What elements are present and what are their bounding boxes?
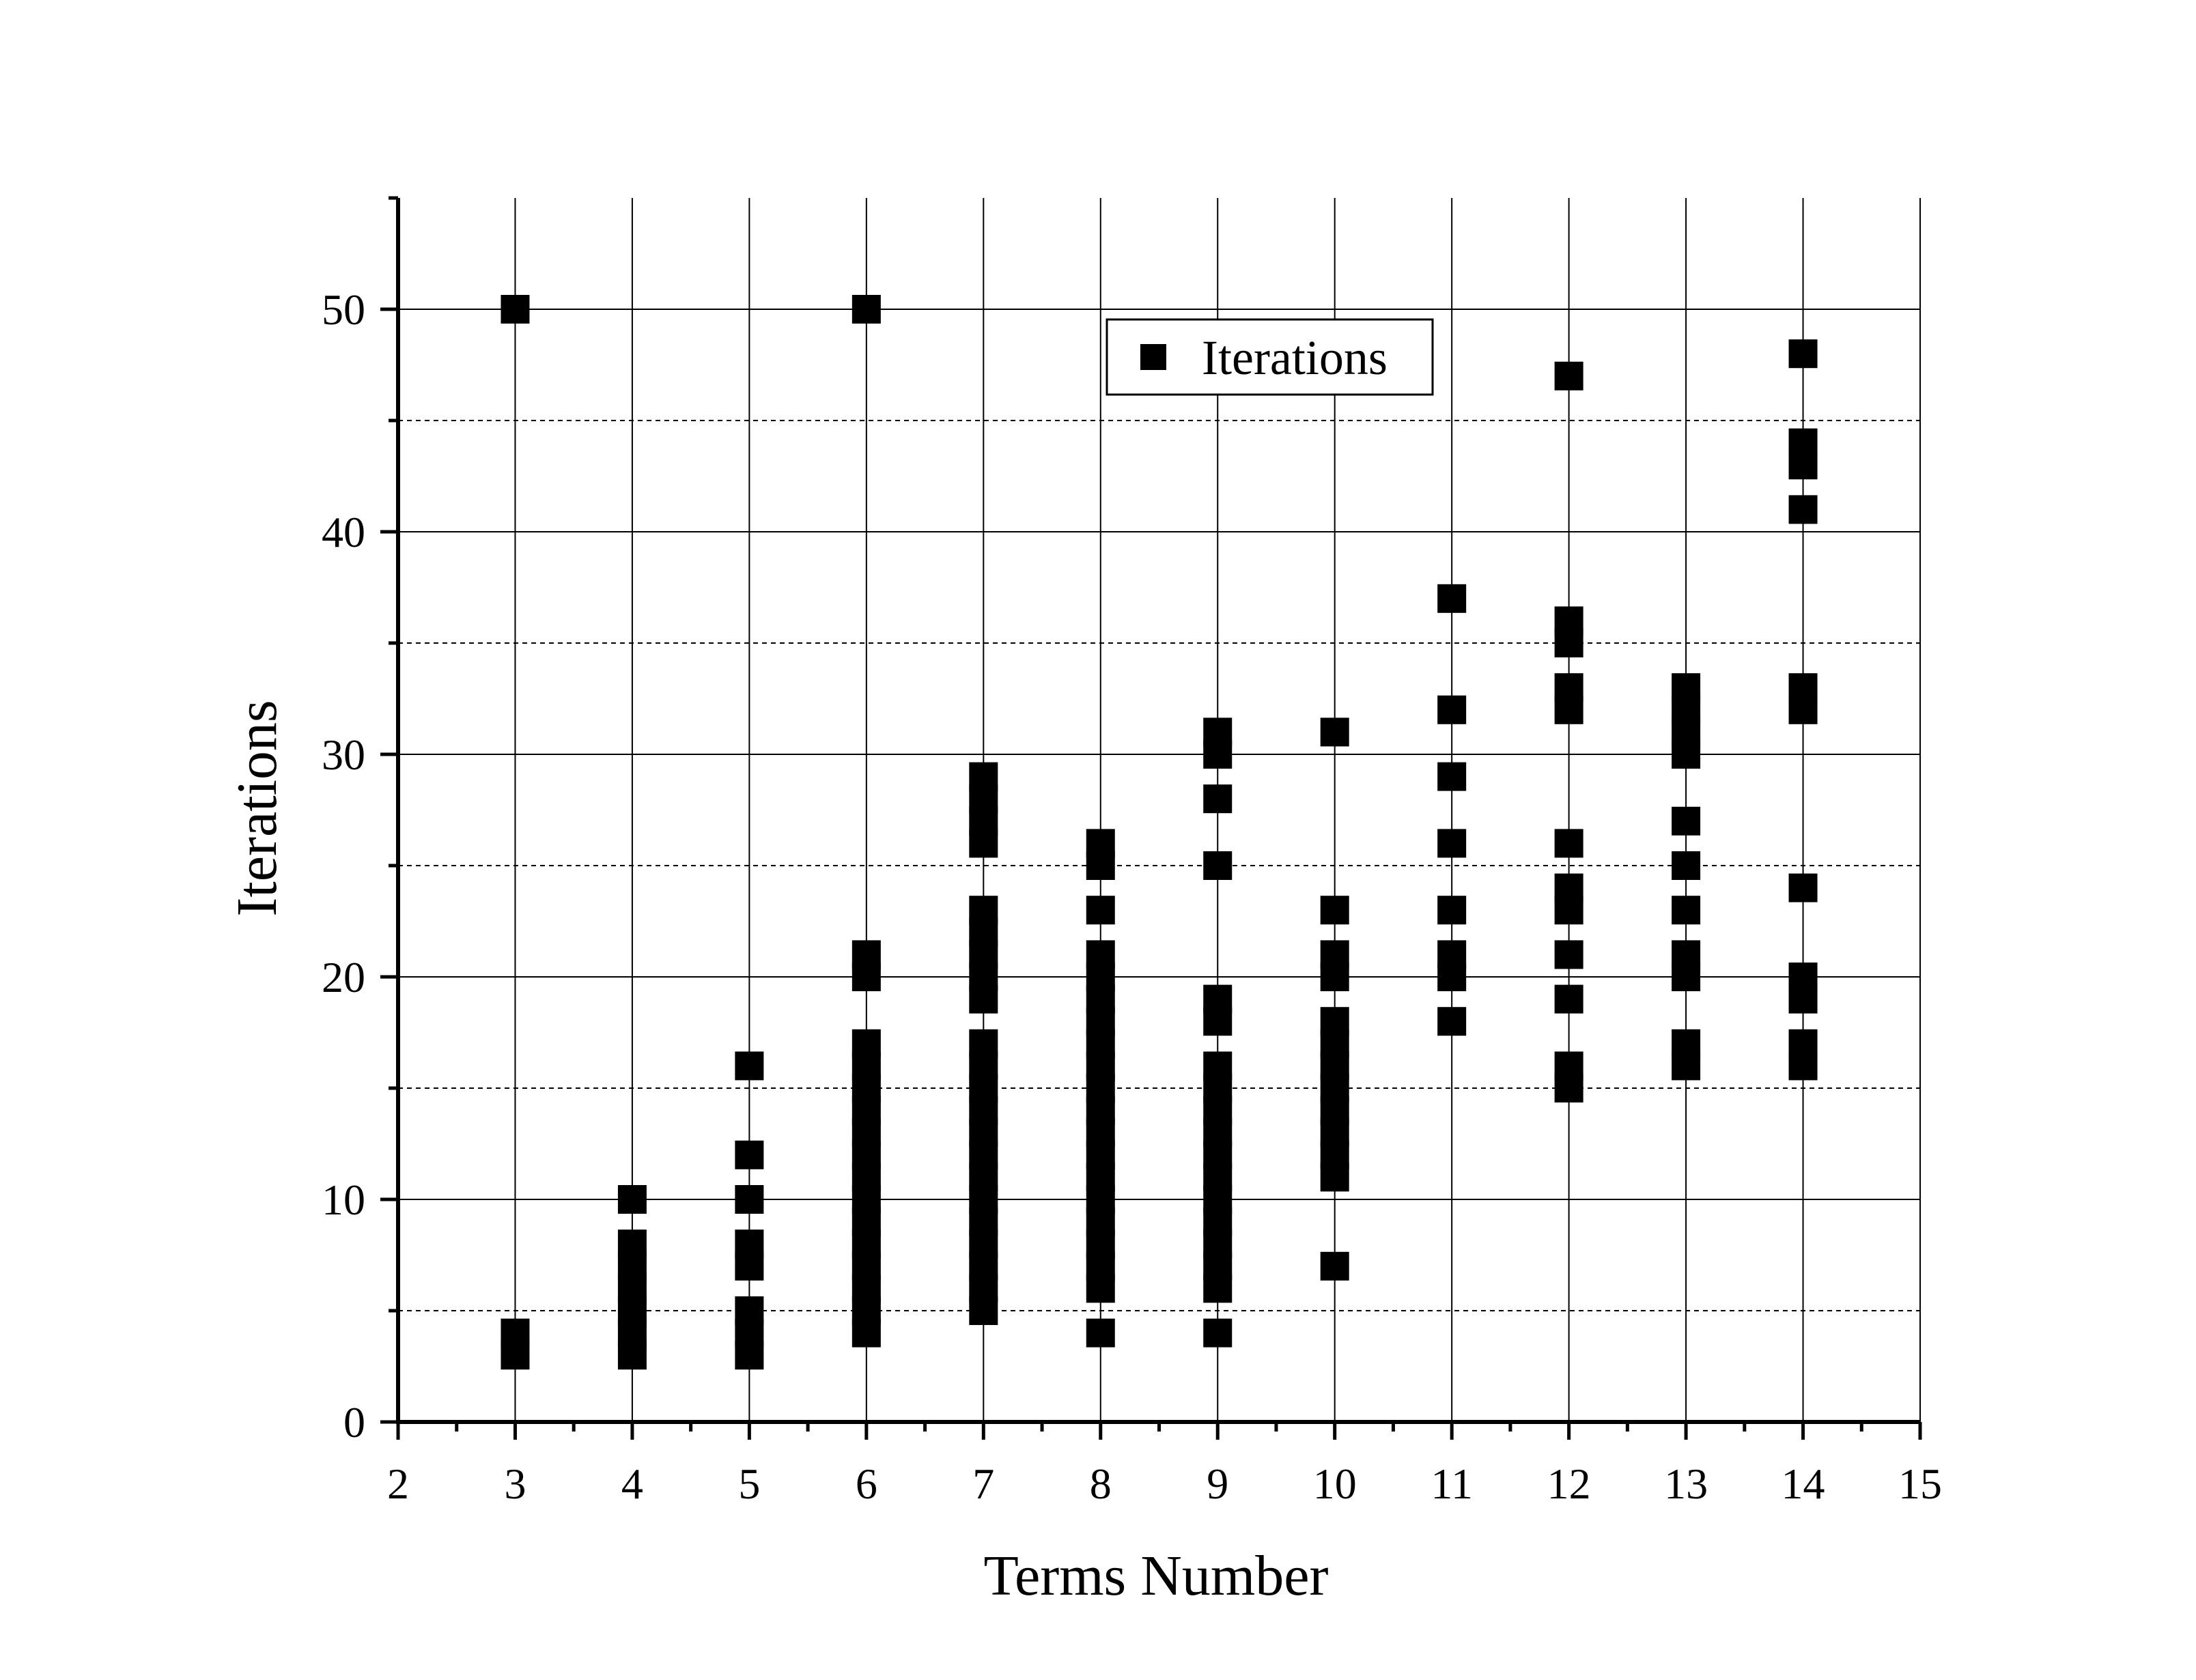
legend-label: Iterations (1202, 330, 1388, 385)
data-point (1086, 1318, 1115, 1348)
data-point (501, 295, 530, 324)
x-tick-label: 8 (1090, 1460, 1112, 1508)
data-point (1086, 940, 1115, 969)
data-point (501, 1318, 530, 1348)
x-tick-label: 11 (1431, 1460, 1473, 1508)
data-point (1437, 829, 1467, 858)
data-point (1203, 1051, 1233, 1081)
data-point (969, 896, 998, 925)
x-tick-label: 3 (504, 1460, 526, 1508)
x-tick-label: 4 (621, 1460, 643, 1508)
data-point (1554, 984, 1583, 1014)
data-point (1554, 361, 1583, 390)
data-point (1672, 851, 1701, 880)
data-point (851, 295, 881, 324)
legend-marker (1140, 344, 1166, 370)
data-point (1672, 896, 1701, 925)
data-point (1437, 1007, 1467, 1036)
data-point (1320, 1007, 1349, 1036)
data-point (1437, 695, 1467, 724)
x-tick-label: 12 (1547, 1460, 1591, 1508)
x-tick-labels: 2 3 4 5 6 7 8 9 10 11 12 13 14 15 (387, 1460, 1942, 1508)
x-axis-title: Terms Number (984, 1544, 1329, 1608)
data-point (1672, 806, 1701, 836)
data-point (735, 1185, 764, 1214)
data-point (1672, 940, 1701, 969)
data-point (969, 762, 998, 791)
data-point (735, 1229, 764, 1259)
y-tick-label: 50 (322, 285, 365, 334)
data-point (1203, 1318, 1233, 1348)
data-point (1554, 940, 1583, 969)
data-point (617, 1229, 647, 1259)
x-tick-label: 7 (972, 1460, 994, 1508)
data-point (1203, 984, 1233, 1014)
data-point (1672, 673, 1701, 702)
data-point (1086, 829, 1115, 858)
legend: Iterations (1106, 318, 1434, 396)
x-tick-label: 15 (1898, 1460, 1942, 1508)
data-point (617, 1185, 647, 1214)
data-point (1554, 606, 1583, 636)
data-point (1788, 1029, 1818, 1058)
y-tick-label: 30 (322, 730, 365, 779)
y-tick-label: 40 (322, 508, 365, 556)
y-tick-labels: 0 10 20 30 40 50 (322, 285, 365, 1447)
data-point (1672, 1029, 1701, 1058)
data-point (1320, 940, 1349, 969)
data-point (1788, 339, 1818, 369)
data-point (1788, 428, 1818, 457)
data-point (1086, 896, 1115, 925)
data-point (1203, 851, 1233, 880)
data-point (1320, 896, 1349, 925)
x-tick-label: 14 (1782, 1460, 1825, 1508)
y-tick-label: 20 (322, 953, 365, 1001)
data-point (1554, 829, 1583, 858)
data-point (1437, 762, 1467, 791)
data-point (969, 1029, 998, 1058)
data-point (735, 1296, 764, 1325)
y-axis-title: Iterations (225, 700, 289, 916)
data-points (501, 295, 1818, 1370)
data-point (1788, 495, 1818, 524)
data-point (1320, 1251, 1349, 1281)
data-point (1788, 673, 1818, 702)
data-point (735, 1140, 764, 1169)
data-point (1554, 673, 1583, 702)
data-point (1554, 1051, 1583, 1081)
data-point (1203, 784, 1233, 814)
x-tick-label: 9 (1207, 1460, 1228, 1508)
x-tick-label: 6 (856, 1460, 877, 1508)
y-tick-label: 10 (322, 1176, 365, 1224)
data-point (851, 940, 881, 969)
x-tick-label: 10 (1313, 1460, 1357, 1508)
data-point (1788, 963, 1818, 991)
x-tick-label: 2 (387, 1460, 409, 1508)
data-point (1788, 873, 1818, 902)
data-point (735, 1051, 764, 1081)
x-tick-label: 13 (1664, 1460, 1708, 1508)
data-point (1203, 717, 1233, 747)
data-point (1320, 717, 1349, 747)
x-tick-label: 5 (738, 1460, 760, 1508)
axes (380, 196, 1922, 1440)
data-point (1437, 584, 1467, 613)
data-point (1437, 940, 1467, 969)
y-tick-label: 0 (343, 1398, 365, 1447)
data-point (1554, 873, 1583, 902)
data-point (851, 1029, 881, 1058)
data-point (1437, 896, 1467, 925)
